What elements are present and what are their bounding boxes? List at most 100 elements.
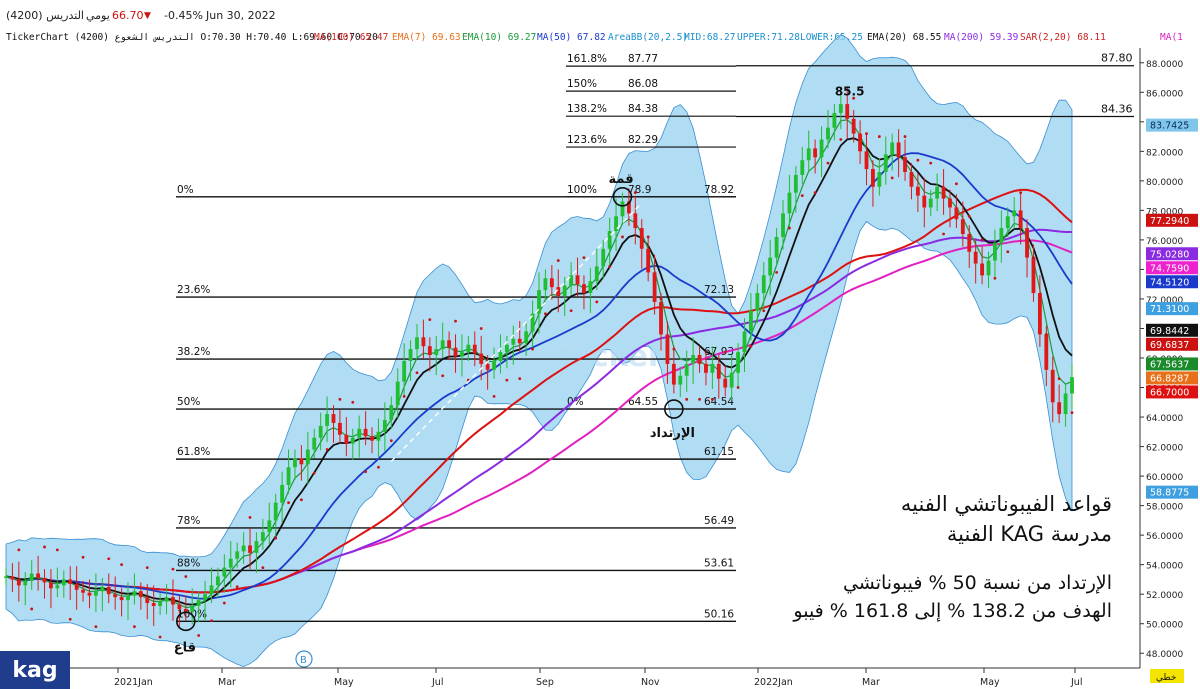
price-tag: 71.3100 [1146, 302, 1198, 316]
fib2-level-value: 87.77 [628, 53, 658, 65]
y-tick-label: 50.0000 [1146, 621, 1183, 631]
price-tag: 69.6837 [1146, 337, 1198, 351]
fib2-level-percent: 123.6% [567, 134, 607, 146]
sar-dot [325, 448, 329, 451]
price-tag-box [1146, 385, 1198, 399]
candle-body [132, 591, 137, 596]
candle-body [472, 344, 477, 354]
period-label[interactable]: يومي [86, 9, 110, 22]
annotation-peak-value: 85.5 [835, 85, 865, 99]
candle-body [1031, 257, 1036, 294]
axis-mode-label: خطي [1156, 673, 1176, 683]
ohlc-readout: TickerChart التدريس الشعوع (4200) O:70.3… [6, 32, 378, 43]
y-tick-label: 60.0000 [1146, 473, 1183, 483]
indicator-sar[interactable]: SAR(2,20) 68.11 [1020, 32, 1106, 43]
candle-body [498, 352, 503, 361]
candle-body [382, 420, 387, 432]
candle-body [81, 589, 85, 593]
price-tag-box [1146, 337, 1198, 351]
sar-dot [685, 397, 689, 401]
candle-body [1037, 293, 1042, 335]
price-tag-box [1146, 275, 1198, 289]
candle-body [119, 597, 124, 601]
sar-dot [30, 607, 34, 611]
fib1-level-value: 78.92 [704, 184, 734, 196]
x-tick-label: Sep [536, 677, 554, 688]
sar-dot [107, 557, 111, 561]
price-tag-value: 75.0280 [1150, 249, 1189, 260]
price-tag: 74.5120 [1146, 275, 1198, 289]
candle-body [286, 467, 291, 485]
indicator-ema20[interactable]: EMA(20) 68.55 [867, 32, 942, 43]
candle-body [312, 437, 317, 450]
candle-body [614, 216, 618, 232]
candle-body [338, 422, 342, 435]
fib1-level-value: 53.61 [704, 557, 734, 569]
fib-note-target: الهدف من 138.2 % إلى 161.8 % فيبو [793, 600, 1112, 622]
candle-body [569, 275, 574, 286]
candle-body [492, 360, 496, 370]
candle-body [203, 594, 207, 601]
fib2-level-percent: 0% [567, 396, 584, 408]
candle-body [293, 458, 297, 468]
annotation-label: قاع [174, 640, 196, 655]
candle-body [543, 278, 548, 291]
sar-dot [1006, 250, 1010, 254]
fib1-level-percent: 61.8% [177, 446, 210, 458]
symbol-name[interactable]: (4200) التدريس [6, 9, 84, 22]
indicator-areabb[interactable]: AreaBB(20,2.5) [608, 32, 689, 43]
x-tick-label: Jul [431, 677, 443, 688]
indicator-ma-extra[interactable]: MA(1 [1160, 32, 1183, 43]
sar-dot [377, 465, 380, 469]
y-tick-label: 76.0000 [1146, 237, 1183, 247]
sar-dot [197, 634, 201, 637]
price-tag-value: 66.8287 [1150, 373, 1189, 384]
indicator-ema7[interactable]: EMA(7) 69.63 [392, 32, 461, 43]
candle-body [607, 231, 612, 249]
candle-body [524, 331, 529, 344]
indicator-ma200[interactable]: MA(200) 59.39 [944, 32, 1019, 43]
candle-body [504, 344, 509, 353]
price-tag-value: 66.7000 [1150, 387, 1189, 398]
indicator-ma50[interactable]: MA(50) 67.82 [537, 32, 606, 43]
candle-body [1025, 228, 1029, 258]
candle-body [305, 449, 310, 465]
candle-body [749, 310, 753, 332]
indicator-ma100[interactable]: MA(100) 65.47 [314, 32, 389, 43]
candle-body [331, 414, 336, 423]
y-tick-label: 72.0000 [1146, 296, 1183, 306]
fib1-level-value: 61.15 [704, 446, 734, 458]
price-tag: 58.8775 [1146, 485, 1198, 499]
axis-mode-button[interactable] [1150, 669, 1184, 683]
candle-body [113, 594, 118, 598]
price-tag-value: 77.2940 [1150, 216, 1189, 227]
candle-body [350, 437, 355, 444]
candle-body [1018, 210, 1023, 229]
candle-body [877, 172, 882, 187]
sar-dot [595, 300, 599, 304]
candle-body [408, 349, 413, 361]
candle-body [588, 281, 593, 294]
price-tag-box [1146, 261, 1198, 275]
candle-body [832, 112, 837, 128]
sar-dot [428, 318, 432, 322]
scale-button[interactable] [295, 650, 313, 668]
bollinger-band-area [5, 34, 1073, 668]
candle-body [793, 174, 798, 193]
candle-body [742, 331, 747, 353]
fib1-level-percent: 0% [177, 184, 194, 196]
indicator-ema10[interactable]: EMA(10) 69.27 [462, 32, 537, 43]
sar-dot [364, 470, 368, 474]
price-tag: 66.8287 [1146, 371, 1198, 385]
sar-dot [55, 548, 59, 552]
candle-body [421, 337, 426, 347]
candle-body [729, 372, 734, 388]
candle-body [440, 340, 445, 350]
fib-note-retracement: الإرتداد من نسبة 50 % فيبوناتشي [842, 572, 1112, 594]
candle-body [267, 520, 272, 533]
candle-body [716, 363, 721, 379]
candle-body [183, 608, 188, 612]
candle-body [883, 154, 888, 172]
candle-body [36, 573, 41, 578]
